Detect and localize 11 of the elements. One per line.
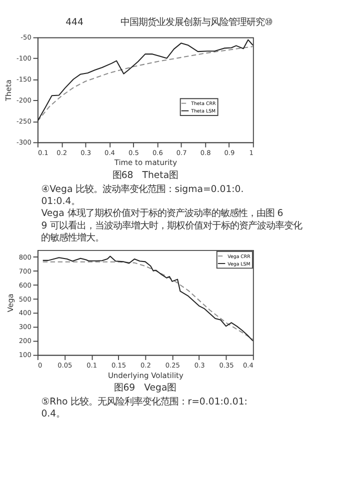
text: 中国期货业发展创新与风险管理研究⑩ — [120, 17, 273, 28]
text: 图68 Theta图 — [112, 170, 178, 181]
y-axis-title: Theta — [4, 79, 13, 102]
x-axis-title: Underlying Volatility — [108, 370, 184, 380]
text: Vega 体现了期权价值对于标的资产波动率的敏感性，由图 69 可以看出，当波动率增大时，期权价值对于标的资产波动率变化的敏感性增大。 — [41, 208, 302, 244]
text: 444 — [66, 17, 84, 28]
x-axis-title: Time to maturity — [113, 158, 178, 168]
text: 图69 Vega图 — [114, 382, 176, 394]
text: ⑤Rho 比较。无风险利率变化范围：r=0.01:0.01:0.4。 — [41, 396, 248, 420]
text: ④Vega 比较。波动率变化范围：sigma=0.01:0.01:0.4。 — [41, 184, 244, 208]
y-axis-title: Vega — [6, 294, 16, 312]
